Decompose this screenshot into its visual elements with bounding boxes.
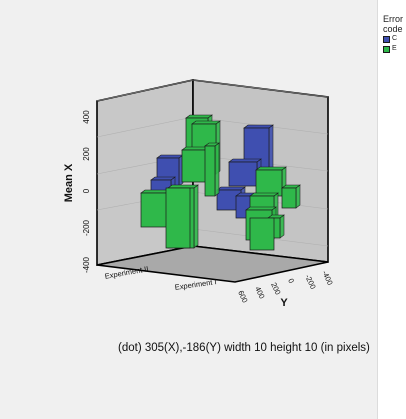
- legend-item-e: E: [383, 44, 406, 54]
- y-tick-label: -400: [320, 269, 335, 286]
- bar-side: [268, 124, 274, 173]
- bar: [140, 192, 168, 228]
- bar-top: [255, 166, 287, 171]
- legend-label-e: E: [392, 45, 397, 52]
- y-tick-label: 200: [269, 281, 282, 296]
- bar-top: [185, 114, 213, 119]
- bar: [281, 187, 297, 209]
- bars: [140, 114, 301, 251]
- chart-panel: 400 200 0 -200 -400 Mean X Experiment II Experi…: [0, 0, 378, 419]
- y-tick-label: 600: [236, 289, 249, 304]
- bar: [204, 145, 216, 197]
- bar: [255, 169, 283, 197]
- z-axis-title: Mean X: [63, 163, 75, 202]
- legend: Error code C E: [383, 14, 406, 54]
- bar: [228, 161, 258, 187]
- y-axis-title: Y: [280, 297, 288, 309]
- legend-swatch-c: [383, 35, 390, 43]
- z-tick-label: 0: [82, 188, 91, 193]
- gridline: [96, 79, 194, 102]
- legend-swatch-e: [383, 45, 390, 53]
- bar-side: [214, 142, 220, 197]
- y-tick-label: -200: [303, 273, 318, 290]
- bar-top: [243, 124, 274, 129]
- legend-title-line2: code: [383, 24, 403, 34]
- z-tick-label: -200: [82, 219, 91, 236]
- bar-top: [191, 120, 221, 125]
- bar-top: [167, 184, 199, 189]
- bar-side: [295, 184, 301, 209]
- bar-top: [150, 176, 176, 181]
- bar-side: [193, 184, 199, 249]
- x-category-label: Experiment I: [174, 277, 217, 292]
- bar-top: [156, 154, 184, 159]
- gridline: [192, 79, 329, 98]
- z-tick-label: -400: [82, 256, 91, 273]
- bar-top: [216, 186, 246, 191]
- bar-side: [279, 214, 285, 239]
- z-tick-label: 200: [82, 147, 91, 161]
- z-tick-label: 400: [82, 110, 91, 124]
- bar-top: [245, 206, 277, 211]
- bar: [165, 187, 191, 249]
- bar: [249, 217, 275, 251]
- legend-title-line1: Error: [383, 14, 403, 24]
- bar-top: [228, 158, 262, 163]
- gridline: [96, 116, 194, 138]
- floor: [96, 245, 329, 283]
- legend-label-c: C: [392, 35, 398, 42]
- bar-top: [249, 192, 279, 197]
- y-tick-label: 0: [286, 277, 296, 285]
- caption-text: (dot) 305(X),-186(Y) width 10 height 10 …: [118, 342, 370, 354]
- y-tick-label: 400: [253, 285, 266, 300]
- legend-item-c: C: [383, 34, 406, 44]
